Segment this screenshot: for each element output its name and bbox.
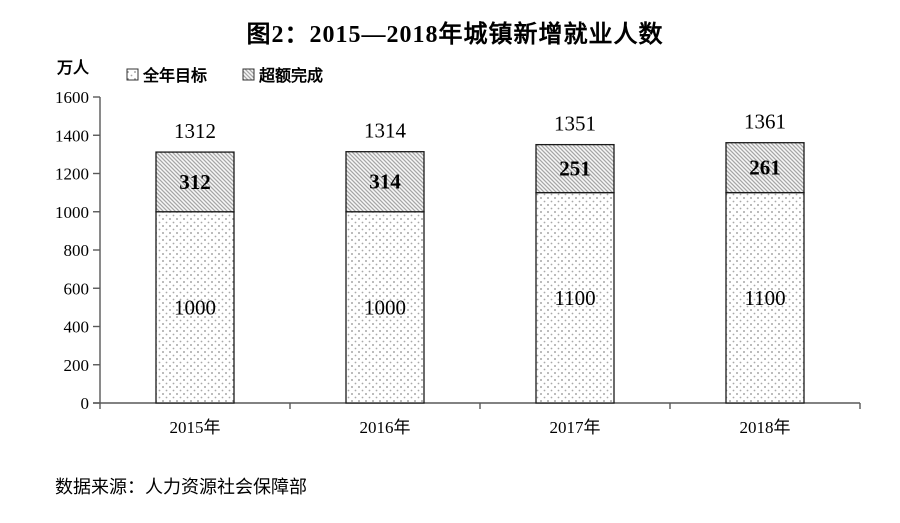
x-category-label: 2015年 — [170, 418, 221, 437]
over-value-label: 314 — [369, 170, 401, 194]
bars — [155, 142, 805, 404]
bar-segment-target — [345, 211, 425, 404]
y-tick-label: 0 — [81, 394, 90, 413]
x-category-label: 2018年 — [740, 418, 791, 437]
total-value-label: 1312 — [174, 119, 216, 143]
total-value-label: 1361 — [744, 110, 786, 134]
y-tick-label: 200 — [64, 356, 90, 375]
target-value-label: 1100 — [744, 286, 785, 310]
bar-segment-over — [535, 143, 615, 194]
bar-segment-over — [725, 142, 805, 194]
target-value-label: 1000 — [174, 295, 216, 319]
over-value-label: 312 — [179, 170, 211, 194]
bar-segment-target — [535, 191, 615, 404]
source-note: 数据来源：人力资源社会保障部 — [55, 477, 307, 497]
legend-label-over: 超额完成 — [258, 66, 323, 85]
x-category-label: 2016年 — [360, 418, 411, 437]
legend: 全年目标 超额完成 — [126, 66, 323, 85]
y-tick-label: 1000 — [55, 203, 89, 222]
bar-segment-over — [345, 151, 425, 213]
y-tick-label: 1600 — [55, 88, 89, 107]
over-value-label: 251 — [559, 157, 591, 181]
x-category-label: 2017年 — [550, 418, 601, 437]
target-value-label: 1000 — [364, 295, 406, 319]
total-value-label: 1314 — [364, 119, 407, 143]
over-value-label: 261 — [749, 156, 781, 180]
y-tick-label: 600 — [64, 279, 90, 298]
y-tick-label: 400 — [64, 318, 90, 337]
chart-title: 图2：2015—2018年城镇新增就业人数 — [247, 20, 664, 48]
target-value-label: 1100 — [554, 286, 595, 310]
bar-segment-over — [155, 151, 235, 213]
legend-label-target: 全年目标 — [142, 66, 207, 85]
y-tick-label: 1400 — [55, 126, 89, 145]
bar-segment-target — [725, 191, 805, 404]
y-tick-label: 800 — [64, 241, 90, 260]
y-axis-unit-label: 万人 — [56, 59, 90, 77]
data-labels: 1000 312 1312 2015年 1000 314 1314 2016年 1100 251 1… — [170, 110, 791, 437]
y-tick-label: 1200 — [55, 165, 89, 184]
total-value-label: 1351 — [554, 112, 596, 136]
legend-swatch-target — [126, 68, 139, 81]
legend-swatch-over — [242, 68, 255, 81]
